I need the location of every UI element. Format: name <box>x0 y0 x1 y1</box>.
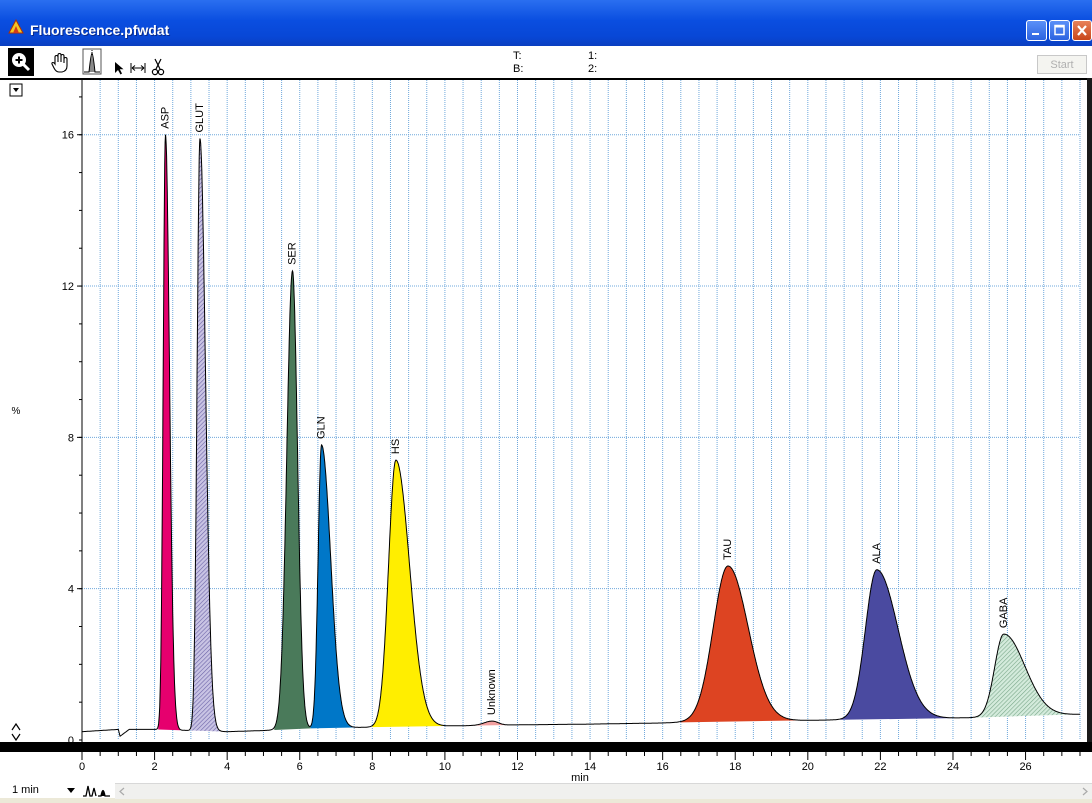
x-tick-label: 0 <box>79 761 85 773</box>
x-tick-label: 18 <box>729 761 741 773</box>
horizontal-measure-icon <box>130 63 146 73</box>
peak-view-tool[interactable] <box>80 48 104 76</box>
channel2-readout-label: 2: <box>588 63 598 75</box>
x-tick-label: 20 <box>802 761 814 773</box>
window-title: Fluorescence.pfwdat <box>30 22 170 38</box>
pan-hand-tool[interactable] <box>48 50 72 76</box>
x-tick-label: 14 <box>584 761 596 773</box>
x-tick-label: 16 <box>657 761 669 773</box>
plot-right-border <box>1087 78 1092 746</box>
peak-area-glut[interactable] <box>190 138 220 732</box>
y-tick-label: 8 <box>68 432 74 444</box>
chevron-down-icon <box>67 788 75 793</box>
y-axis-unit: % <box>12 406 21 417</box>
hand-icon <box>51 52 68 73</box>
y-tick-label: 0 <box>68 735 74 746</box>
magnifier-plus-icon <box>12 53 31 72</box>
peak-label-tau: TAU <box>722 539 734 560</box>
peak-label-ala: ALA <box>871 542 883 563</box>
y-tick-label: 4 <box>68 584 74 596</box>
plot-top-border <box>0 78 1092 80</box>
peak-area-ala[interactable] <box>840 569 954 720</box>
peak-area-asp[interactable] <box>158 134 180 731</box>
peak-mode-icon <box>83 785 110 797</box>
time-scale-value: 1 min <box>12 784 39 796</box>
measure-tool[interactable] <box>130 60 146 76</box>
horizontal-scrollbar[interactable] <box>115 783 1092 799</box>
peak-area-gaba[interactable] <box>974 634 1080 718</box>
y-autoscale-icon[interactable] <box>11 722 21 742</box>
close-button[interactable] <box>1072 20 1092 41</box>
scroll-left-icon[interactable] <box>119 787 125 796</box>
cut-tool[interactable] <box>150 58 166 76</box>
peak-label-asp: ASP <box>159 107 171 129</box>
chromatogram-chart[interactable]: ASP GLUT SER GLN HS Unknown TAU ALA GABA 4 8 12 16 0… <box>0 78 1092 747</box>
app-logo-icon <box>8 18 24 34</box>
x-tick-label: 8 <box>369 761 375 773</box>
time-scale-select[interactable]: 1 min <box>8 783 80 798</box>
x-axis-label: min <box>571 772 589 784</box>
peak-label-glut: GLUT <box>194 103 206 133</box>
x-tick-label: 12 <box>511 761 523 773</box>
y-tick-label: 12 <box>62 281 74 293</box>
start-button[interactable]: Start <box>1037 55 1087 74</box>
x-tick-label: 10 <box>439 761 451 773</box>
chromatogram-panel: ASP GLUT SER GLN HS Unknown TAU ALA GABA 4 8 12 16 0… <box>0 78 1092 747</box>
peak-label-ser: SER <box>286 242 298 265</box>
x-tick-label: 2 <box>152 761 158 773</box>
arrow-cursor-icon <box>115 62 124 75</box>
y-tick-label: 16 <box>62 130 74 142</box>
peak-label-unknown: Unknown <box>486 669 498 715</box>
chromatogram-trace <box>82 134 1081 738</box>
x-tick-label: 22 <box>874 761 886 773</box>
minimize-button[interactable] <box>1026 20 1047 41</box>
scissors-icon <box>151 58 165 76</box>
maximize-button[interactable] <box>1049 20 1070 41</box>
view-mode-toggle[interactable] <box>82 783 112 798</box>
x-axis: 0 2 4 6 8 10 12 14 16 18 20 22 24 26 min <box>0 746 1092 784</box>
x-tick-label: 4 <box>224 761 230 773</box>
peak-area-gln[interactable] <box>310 444 355 729</box>
b-readout-label: B: <box>513 63 524 75</box>
plot-bottom-border <box>0 742 1092 746</box>
peak-area-tau[interactable] <box>680 566 801 723</box>
x-tick-label: 24 <box>947 761 959 773</box>
peak-label-hs: HS <box>390 439 402 454</box>
select-arrow-tool[interactable] <box>112 60 126 76</box>
window-titlebar: Fluorescence.pfwdat <box>0 0 1092 46</box>
scroll-right-icon[interactable] <box>1082 787 1088 796</box>
channel1-readout-label: 1: <box>588 50 598 62</box>
x-tick-label: 26 <box>1019 761 1031 773</box>
chevron-down-icon <box>13 88 19 92</box>
peak-chart-icon <box>82 48 102 75</box>
t-readout-label: T: <box>513 50 522 62</box>
peak-label-gln: GLN <box>316 416 328 439</box>
x-tick-label: 6 <box>297 761 303 773</box>
peak-label-gaba: GABA <box>998 597 1010 628</box>
zoom-in-tool[interactable] <box>8 48 34 76</box>
peak-area-ser[interactable] <box>274 270 311 730</box>
